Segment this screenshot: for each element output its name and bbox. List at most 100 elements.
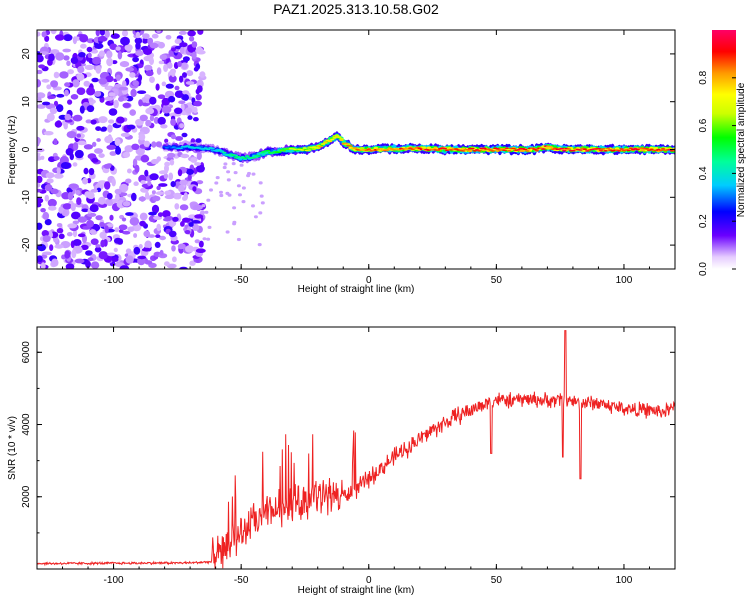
noise-blob — [179, 179, 188, 186]
noise-blob — [97, 35, 108, 42]
noise-blob — [37, 31, 41, 37]
noise-blob — [195, 88, 200, 95]
colorbar-ticks: 0.0 0.2 0.4 0.6 0.8 — [698, 70, 736, 276]
noise-blob — [258, 211, 263, 215]
noise-blob — [67, 191, 74, 201]
noise-blob — [79, 34, 89, 43]
noise-blob — [226, 178, 231, 182]
noise-blob — [195, 94, 202, 101]
noise-blob — [110, 33, 120, 39]
noise-blob — [135, 50, 144, 57]
noise-blob — [98, 116, 108, 124]
noise-blob — [190, 157, 198, 163]
noise-blob — [72, 220, 80, 225]
colorbar-tick-label: 0.8 — [698, 70, 709, 84]
ridge-segment — [523, 148, 528, 151]
noise-blob — [109, 43, 118, 50]
noise-blob — [89, 229, 97, 235]
ridge-segment — [185, 145, 190, 147]
noise-blob — [80, 43, 87, 49]
noise-blob — [106, 192, 113, 200]
noise-blob — [37, 54, 44, 63]
ridge-segment — [477, 150, 482, 152]
ridge-segment — [323, 141, 328, 143]
noise-blob — [90, 119, 97, 125]
noise-blob — [193, 204, 203, 211]
noise-blob — [148, 211, 157, 216]
noise-blob — [238, 193, 242, 197]
noise-blob — [188, 222, 194, 227]
noise-blob — [98, 50, 105, 57]
noise-blob — [50, 80, 59, 88]
noise-blob — [86, 38, 95, 44]
noise-blob — [47, 95, 56, 100]
noise-blob — [179, 204, 189, 211]
noise-blob — [145, 107, 155, 115]
noise-blob — [65, 263, 75, 269]
noise-blob — [179, 266, 188, 269]
noise-blob — [105, 75, 114, 83]
noise-blob — [99, 30, 105, 36]
noise-blob — [109, 214, 114, 221]
ridge-segment — [378, 147, 383, 150]
noise-blob — [191, 220, 201, 224]
noise-blob — [159, 54, 168, 60]
noise-blob — [162, 210, 171, 218]
ridge-segment — [417, 147, 422, 149]
noise-blob — [129, 217, 140, 226]
noise-blob — [44, 35, 50, 42]
x-tick-label: 100 — [616, 575, 633, 586]
noise-blob — [178, 184, 185, 193]
noise-blob — [196, 180, 204, 185]
noise-blob — [70, 202, 76, 212]
noise-blob — [164, 138, 169, 143]
noise-blob — [151, 33, 159, 39]
noise-blob — [87, 153, 97, 160]
ridge-segment — [605, 147, 611, 150]
noise-blob — [259, 194, 264, 198]
noise-blob — [79, 105, 85, 114]
noise-blob — [76, 87, 86, 95]
noise-blob — [158, 170, 168, 175]
y-tick-label: -10 — [21, 190, 32, 205]
noise-blob — [63, 122, 68, 130]
chart-title: PAZ1.2025.313.10.58.G02 — [273, 1, 439, 17]
noise-blob — [155, 83, 160, 91]
noise-blob — [193, 100, 203, 107]
noise-blob — [193, 66, 199, 72]
noise-blob — [86, 212, 97, 217]
noise-blob — [134, 37, 143, 44]
noise-blob — [95, 126, 102, 131]
noise-blob — [187, 115, 193, 120]
ridge-segment — [435, 149, 441, 151]
noise-blob — [116, 116, 125, 124]
noise-blob — [135, 42, 141, 50]
noise-blob — [199, 71, 206, 78]
noise-blob — [104, 225, 109, 234]
noise-blob — [171, 47, 176, 52]
ridge-segment — [314, 147, 319, 149]
x-tick-label: -100 — [104, 275, 124, 286]
noise-blob — [87, 192, 95, 200]
noise-blob — [149, 57, 154, 65]
noise-blob — [195, 46, 204, 55]
ridge-segment — [206, 148, 211, 151]
noise-blob — [133, 181, 139, 186]
noise-blob — [95, 215, 103, 221]
ridge-segment — [408, 147, 413, 149]
noise-blob — [165, 216, 174, 220]
noise-blob — [60, 162, 71, 169]
ridge-segment — [300, 149, 305, 151]
noise-blob — [239, 163, 244, 167]
ridge-segment — [504, 147, 509, 150]
ridge-segment — [603, 150, 608, 152]
noise-blob — [85, 119, 93, 124]
noise-blob — [90, 238, 99, 245]
y-tick-label: 2000 — [21, 485, 32, 508]
noise-blob — [139, 114, 148, 122]
noise-blob — [49, 244, 54, 252]
noise-blob — [64, 89, 69, 97]
noise-blob — [115, 146, 122, 155]
ridge-segment — [343, 142, 349, 145]
